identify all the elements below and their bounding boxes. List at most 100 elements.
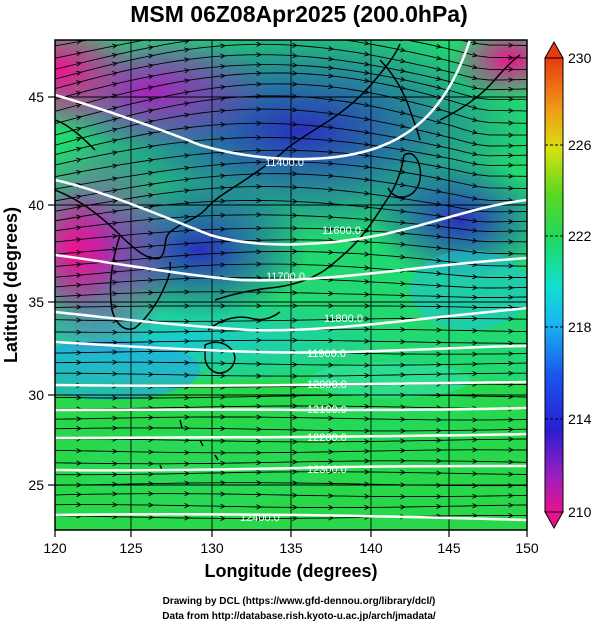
y-axis-label: Latitude (degrees) bbox=[1, 207, 21, 363]
streamline-arrowhead bbox=[472, 294, 479, 301]
streamline-arrowhead bbox=[508, 143, 515, 149]
streamline-arrowhead bbox=[76, 272, 83, 278]
streamline-arrowhead bbox=[436, 233, 443, 240]
streamline-arrowhead bbox=[508, 218, 515, 225]
streamline-arrowhead bbox=[256, 414, 263, 420]
streamline-arrowhead bbox=[364, 372, 371, 379]
streamline-arrowhead bbox=[220, 108, 227, 114]
streamline-arrowhead bbox=[472, 458, 479, 464]
streamline-arrowhead bbox=[364, 70, 371, 76]
streamline-arrowhead bbox=[76, 448, 83, 454]
streamline-arrowhead bbox=[148, 53, 155, 59]
streamline-arrowhead bbox=[148, 491, 155, 497]
streamline-arrowhead bbox=[292, 93, 299, 99]
streamline-arrowhead bbox=[364, 326, 371, 332]
streamline-arrowhead bbox=[148, 471, 155, 477]
streamline-arrowhead bbox=[508, 471, 515, 477]
credit-drawing: Drawing by DCL (https://www.gfd-dennou.o… bbox=[163, 596, 436, 607]
streamline-arrowhead bbox=[328, 214, 335, 220]
y-tick-45: 45 bbox=[28, 89, 44, 105]
streamline-arrowhead bbox=[256, 289, 263, 295]
streamline-arrowhead bbox=[364, 102, 371, 108]
streamline-arrowhead bbox=[220, 515, 227, 522]
streamline-arrowhead bbox=[508, 86, 515, 92]
streamline-arrowhead bbox=[184, 318, 191, 324]
streamline-arrowhead bbox=[328, 226, 335, 232]
streamline-arrowhead bbox=[220, 480, 227, 486]
streamline-arrowhead bbox=[76, 70, 82, 76]
streamline-arrowhead bbox=[364, 448, 371, 454]
streamline-arrowhead bbox=[508, 459, 515, 465]
streamline-arrowhead bbox=[328, 149, 335, 155]
streamline-arrowhead bbox=[76, 304, 83, 310]
streamline-arrowhead bbox=[220, 394, 227, 400]
streamline-arrowhead bbox=[508, 173, 515, 179]
streamline-arrowhead bbox=[472, 249, 479, 255]
streamline-arrowhead bbox=[472, 104, 478, 110]
streamline-arrowhead bbox=[112, 61, 119, 67]
streamline-arrowhead bbox=[436, 437, 443, 443]
streamline-arrowhead bbox=[364, 78, 371, 84]
streamline-arrowhead bbox=[148, 108, 155, 114]
streamline-arrowhead bbox=[436, 339, 443, 346]
streamline-arrowhead bbox=[256, 147, 263, 154]
streamline-arrowhead bbox=[184, 153, 191, 159]
streamline-arrowhead bbox=[436, 119, 443, 125]
streamline-arrowhead bbox=[148, 289, 155, 296]
streamline-arrowhead bbox=[256, 450, 263, 456]
streamline-arrowhead bbox=[328, 449, 335, 455]
streamline-arrowhead bbox=[292, 504, 299, 511]
streamline-arrowhead bbox=[436, 362, 443, 368]
contour-labels: 11400.0 11600.0 11700.0 11800.0 11900.0 … bbox=[240, 157, 363, 524]
streamline-arrowhead bbox=[436, 327, 443, 333]
streamline-arrowhead bbox=[364, 416, 371, 422]
streamline-arrowhead bbox=[399, 58, 407, 64]
streamline-arrowhead bbox=[148, 74, 155, 80]
streamline-arrowhead bbox=[508, 447, 515, 453]
streamline-arrowhead bbox=[508, 370, 515, 376]
y-tick-35: 35 bbox=[28, 294, 44, 310]
streamline-arrowhead bbox=[364, 176, 371, 183]
streamline-arrowhead bbox=[184, 491, 191, 497]
streamline-arrowhead bbox=[472, 361, 479, 367]
streamline-arrowhead bbox=[184, 78, 191, 84]
streamline-arrowhead bbox=[508, 502, 515, 508]
streamline-arrowhead bbox=[292, 225, 299, 231]
streamline-arrowhead bbox=[292, 290, 299, 296]
streamline-arrowhead bbox=[292, 248, 299, 255]
streamline-arrowhead bbox=[112, 220, 119, 226]
streamline-arrowhead bbox=[147, 119, 155, 125]
contour-label-12400: 12400.0 bbox=[240, 512, 280, 524]
streamline-arrowhead bbox=[184, 470, 191, 477]
x-tick-145: 145 bbox=[437, 540, 461, 556]
streamline-arrowhead bbox=[364, 239, 371, 245]
streamline-arrowhead bbox=[256, 361, 263, 367]
streamline-arrowhead bbox=[184, 165, 191, 171]
streamline-arrowhead bbox=[292, 303, 299, 309]
colorbar-tick-230: 230 bbox=[568, 50, 592, 66]
streamline-arrowhead bbox=[328, 493, 335, 499]
streamline-arrowhead bbox=[76, 214, 83, 220]
streamline-arrowhead bbox=[472, 227, 479, 233]
streamline-arrowhead bbox=[220, 303, 227, 309]
streamline-arrowhead bbox=[292, 427, 299, 433]
streamline-arrowhead bbox=[147, 85, 155, 91]
streamline-arrowhead bbox=[256, 318, 263, 324]
streamline-arrowhead bbox=[472, 513, 479, 519]
streamline-arrowhead bbox=[76, 204, 83, 210]
streamline-arrowhead bbox=[76, 136, 83, 142]
streamline-arrowhead bbox=[112, 425, 119, 431]
streamline-arrowhead bbox=[220, 198, 227, 204]
axis-ticks bbox=[48, 96, 528, 537]
streamline-arrowhead bbox=[184, 338, 191, 344]
streamline bbox=[55, 40, 527, 70]
streamline-arrowhead bbox=[292, 107, 299, 113]
streamline-arrowhead bbox=[436, 293, 443, 299]
streamline-arrowhead bbox=[328, 458, 335, 465]
streamline-arrowhead bbox=[184, 414, 191, 420]
streamline-arrowhead bbox=[148, 425, 155, 431]
streamline-arrowhead bbox=[112, 43, 119, 49]
streamline-arrowhead bbox=[184, 461, 191, 467]
height-contours bbox=[55, 40, 527, 522]
